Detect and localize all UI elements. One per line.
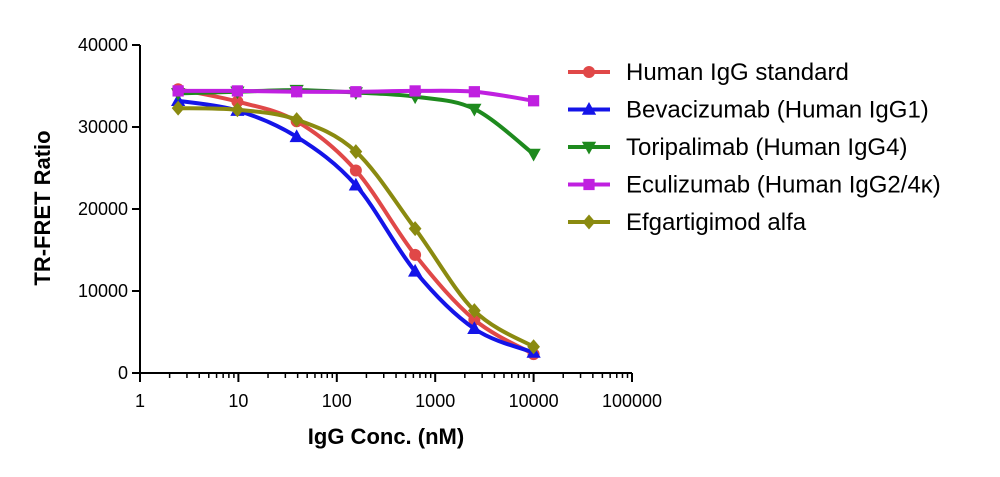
legend-swatch-marker	[581, 102, 597, 115]
data-point	[527, 95, 540, 107]
legend-swatch-marker	[583, 66, 595, 78]
data-point	[526, 148, 541, 162]
data-point	[231, 85, 244, 97]
legend-label: Bevacizumab (Human IgG1)	[626, 97, 929, 124]
series-4	[172, 85, 540, 107]
y-tick-label: 20000	[78, 199, 128, 219]
y-tick-label: 0	[118, 363, 128, 383]
data-point	[467, 321, 482, 334]
data-point	[348, 177, 363, 191]
legend-swatch-marker	[583, 178, 595, 191]
data-point	[349, 144, 363, 160]
legend-item-1: Human IgG standard	[568, 59, 849, 86]
x-axis-title: IgG Conc. (nM)	[308, 424, 464, 449]
y-tick-label: 30000	[78, 117, 128, 137]
series-5	[171, 100, 540, 355]
legend-item-2: Bevacizumab (Human IgG1)	[568, 97, 929, 124]
legend: Human IgG standard Bevacizumab (Human IgG…	[568, 59, 941, 236]
data-point	[468, 86, 480, 98]
data-point	[409, 85, 421, 97]
legend-label: Toripalimab (Human IgG4)	[626, 134, 907, 161]
legend-label: Eculizumab (Human IgG2/4κ)	[626, 172, 941, 199]
legend-swatch-marker	[581, 141, 597, 155]
x-tick-label: 10	[228, 391, 248, 411]
x-tick-label: 1000	[415, 391, 455, 411]
data-point	[171, 100, 185, 116]
x-tick-label: 10000	[509, 391, 559, 411]
data-point	[408, 221, 422, 237]
data-point	[231, 95, 244, 108]
data-point	[172, 85, 184, 97]
y-tick-label: 40000	[78, 35, 128, 55]
y-axis-title: TR-FRET Ratio	[30, 130, 55, 285]
data-point	[467, 303, 481, 319]
data-point	[467, 103, 482, 117]
y-tick-label: 10000	[78, 281, 128, 301]
x-tick-label: 100000	[602, 391, 662, 411]
data-point	[291, 86, 303, 98]
x-tick-label: 1	[135, 391, 145, 411]
axes: 0 10000 20000 30000 40000 1 10 100 1000 10000 1000…	[78, 35, 662, 411]
data-point	[409, 248, 422, 261]
series-layer	[170, 83, 541, 361]
data-point	[290, 112, 304, 128]
data-point	[289, 129, 304, 143]
data-point	[468, 313, 481, 326]
legend-swatch-marker	[582, 214, 596, 230]
legend-label: Efgartigimod alfa	[626, 209, 807, 236]
data-point	[407, 263, 423, 277]
data-point	[349, 164, 362, 177]
legend-item-4: Eculizumab (Human IgG2/4κ)	[568, 172, 941, 199]
legend-label: Human IgG standard	[626, 59, 849, 86]
data-point	[527, 339, 540, 355]
legend-item-3: Toripalimab (Human IgG4)	[568, 134, 907, 161]
data-point	[231, 102, 244, 118]
legend-item-5: Efgartigimod alfa	[568, 209, 807, 236]
data-point	[350, 86, 362, 98]
x-tick-label: 100	[322, 391, 352, 411]
